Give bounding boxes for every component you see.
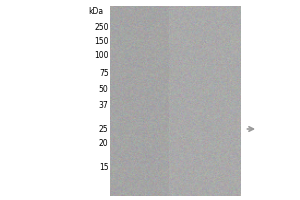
Text: 37: 37 xyxy=(99,100,109,110)
Text: 15: 15 xyxy=(99,162,109,171)
Text: 150: 150 xyxy=(94,38,109,46)
Text: 75: 75 xyxy=(99,68,109,77)
Text: 25: 25 xyxy=(99,124,109,134)
Text: kDa: kDa xyxy=(88,6,104,16)
Text: 1: 1 xyxy=(147,7,153,17)
Text: 100: 100 xyxy=(94,51,109,60)
Text: 250: 250 xyxy=(94,22,109,31)
Text: 50: 50 xyxy=(99,85,109,94)
Text: 2: 2 xyxy=(195,7,201,17)
Text: 20: 20 xyxy=(99,138,109,147)
Bar xyxy=(164,127,194,131)
